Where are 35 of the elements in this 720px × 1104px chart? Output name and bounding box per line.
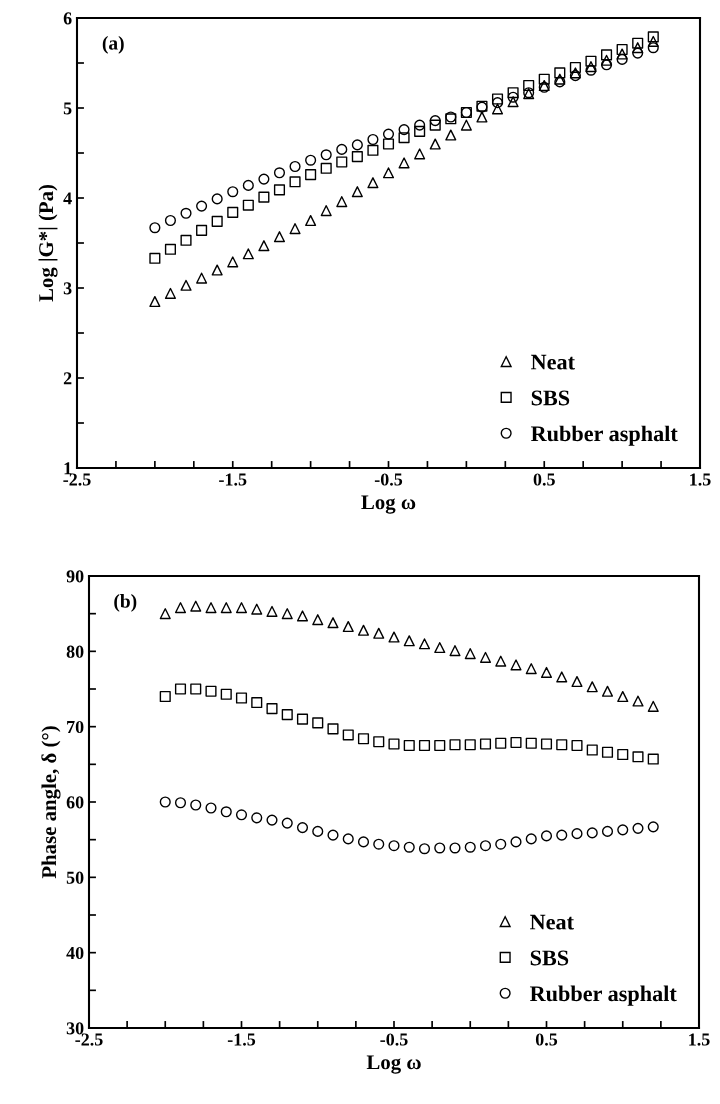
x-tick-label: -1.5: [219, 473, 247, 486]
y-tick-label: 80: [66, 645, 84, 658]
legend-label: Neat: [530, 914, 574, 930]
y-tick-label: 3: [63, 282, 72, 295]
y-tick-label: 40: [66, 946, 84, 960]
legend-label: Rubber asphalt: [529, 985, 677, 1006]
y-tick-label: 6: [63, 12, 72, 25]
y-tick-label: 2: [63, 372, 72, 385]
y-tick-label: 5: [63, 102, 72, 115]
y-axis-title: Log |G*| (Pa): [38, 184, 58, 302]
x-tick-label: -2.5: [63, 473, 91, 486]
annotation: (a): [102, 36, 124, 54]
y-tick-label: 70: [67, 720, 84, 734]
legend-label: SBS: [531, 390, 570, 406]
y-tick-label: 30: [66, 1022, 84, 1035]
legend-label: SBS: [530, 950, 569, 966]
x-tick-label: -0.5: [374, 473, 403, 486]
y-axis-title: Phase angle, δ (°): [41, 726, 61, 879]
y-tick-label: 50: [66, 871, 84, 884]
y-tick-label: 90: [66, 570, 84, 583]
x-tick-label: 0.5: [533, 473, 555, 486]
legend-label: Neat: [531, 354, 575, 370]
y-tick-label: 4: [63, 192, 72, 205]
x-axis-title: Log ω: [366, 1055, 421, 1074]
x-tick-label: 1.5: [690, 473, 711, 486]
x-tick-label: -2.5: [75, 1033, 103, 1046]
x-tick-label: 0.5: [535, 1033, 558, 1046]
annotation: (b): [114, 594, 137, 612]
x-axis-title: Log ω: [361, 495, 416, 514]
y-tick-label: 1: [64, 462, 72, 475]
x-tick-label: -0.5: [380, 1033, 408, 1046]
x-tick-label: -1.5: [227, 1033, 256, 1046]
x-tick-label: 1.5: [689, 1033, 710, 1046]
y-tick-label: 60: [66, 796, 84, 809]
legend-label: Rubber asphalt: [530, 425, 678, 446]
